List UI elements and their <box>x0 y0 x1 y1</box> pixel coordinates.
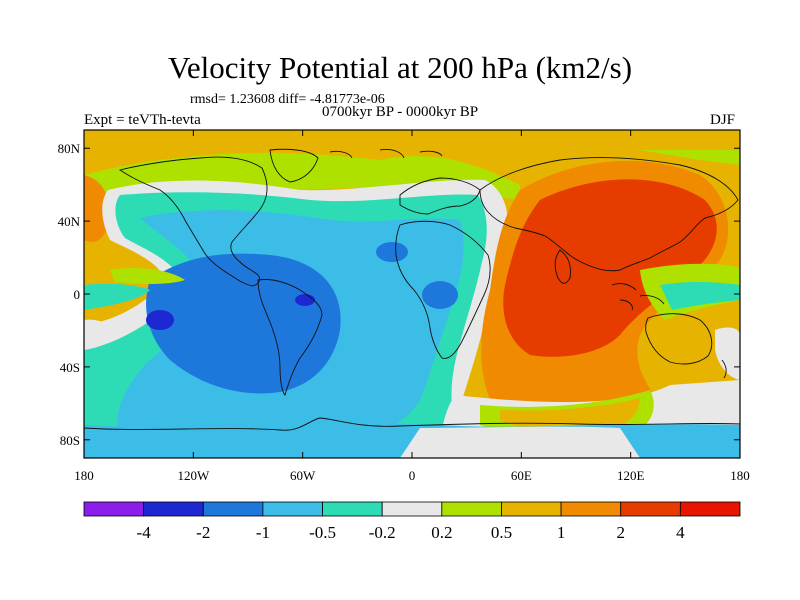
coast-south-america <box>257 279 323 396</box>
colorbar-label: 1 <box>557 523 566 542</box>
colorbar-swatch <box>679 501 741 517</box>
coast-antarctica <box>84 417 740 431</box>
contour-field <box>84 130 740 458</box>
colorbar-swatch <box>620 501 681 517</box>
contour-band-negative-1-2 <box>146 253 341 394</box>
lon-tick-label: 120W <box>177 468 210 483</box>
colorbar-label: -0.2 <box>369 523 396 542</box>
lat-tick-label: 40N <box>58 214 81 229</box>
colorbar-swatch <box>143 501 204 517</box>
colorbar-swatch <box>441 501 502 517</box>
colorbar-swatch <box>560 501 622 517</box>
coast-arctic-islands <box>329 149 443 159</box>
colorbar-swatch <box>501 501 562 517</box>
lon-tick-label: 60E <box>511 468 532 483</box>
colorbar-label: -2 <box>196 523 210 542</box>
lon-tick-label: 60W <box>290 468 316 483</box>
contour-band-neutral-dateline-south <box>84 319 111 345</box>
lon-tick-label: 0 <box>409 468 416 483</box>
lon-tick-label: 180 <box>730 468 750 483</box>
coastlines <box>84 148 740 431</box>
contour-band-0.2-0.5-northeast <box>640 150 740 165</box>
stats-label: rmsd= 1.23608 diff= -4.81773e-06 <box>190 92 385 107</box>
coast-asia <box>479 157 739 272</box>
colorbar-swatch <box>381 501 443 517</box>
contour-band-antarctic-neutral <box>400 426 640 458</box>
coast-india <box>554 249 571 284</box>
coast-greenland <box>269 148 319 183</box>
lat-tick-label: 40S <box>60 360 80 375</box>
longitude-axis: 180 120W 60W 0 60E 120E 180 <box>74 130 750 483</box>
contour-band-2-4-east <box>503 179 717 357</box>
coast-africa <box>395 220 491 359</box>
colorbar: -4 -2 -1 -0.5 -0.2 0.2 0.5 1 2 4 <box>83 501 741 542</box>
contour-band-min-pacific <box>146 310 174 330</box>
colorbar-swatch <box>83 501 145 517</box>
colorbar-swatch <box>262 501 323 517</box>
colorbar-label: -1 <box>256 523 270 542</box>
lat-tick-label: 80N <box>58 141 81 156</box>
colorbar-label: 0.5 <box>491 523 512 542</box>
colorbar-label: 2 <box>616 523 625 542</box>
coast-europe <box>399 177 481 215</box>
contour-band-negative-africa-south <box>422 281 458 309</box>
contour-band-positive-pacific-patch <box>110 268 185 285</box>
colorbar-swatch <box>202 501 264 517</box>
lon-tick-label: 180 <box>74 468 94 483</box>
experiment-label: Expt = teVTh-tevta <box>84 112 201 128</box>
lon-tick-label: 120E <box>617 468 645 483</box>
coast-australia <box>645 313 713 365</box>
coast-new-zealand <box>721 359 727 379</box>
colorbar-label: -4 <box>137 523 152 542</box>
page-title: Velocity Potential at 200 hPa (km2/s) <box>167 50 633 85</box>
period-label: 0700kyr BP - 0000kyr BP <box>322 104 479 120</box>
colorbar-swatch <box>322 501 383 517</box>
contour-band-1-2-west <box>84 175 110 242</box>
contour-band-neutral-west-pacific <box>660 281 740 310</box>
colorbar-label: 4 <box>676 523 685 542</box>
latitude-axis: 80N 40N 0 40S 80S <box>58 141 740 448</box>
contour-band-negative-africa-north <box>376 242 408 262</box>
colorbar-label: -0.5 <box>309 523 336 542</box>
contour-band-neutral-east-south <box>715 327 740 380</box>
coast-maritime-continent <box>611 283 665 311</box>
colorbar-label: 0.2 <box>431 523 452 542</box>
lat-tick-label: 0 <box>74 287 81 302</box>
contour-band-min-amazon <box>295 294 315 306</box>
contour-band-neutral-dateline <box>84 283 150 310</box>
season-label: DJF <box>710 112 736 128</box>
lat-tick-label: 80S <box>60 433 80 448</box>
coast-north-america <box>118 156 268 287</box>
